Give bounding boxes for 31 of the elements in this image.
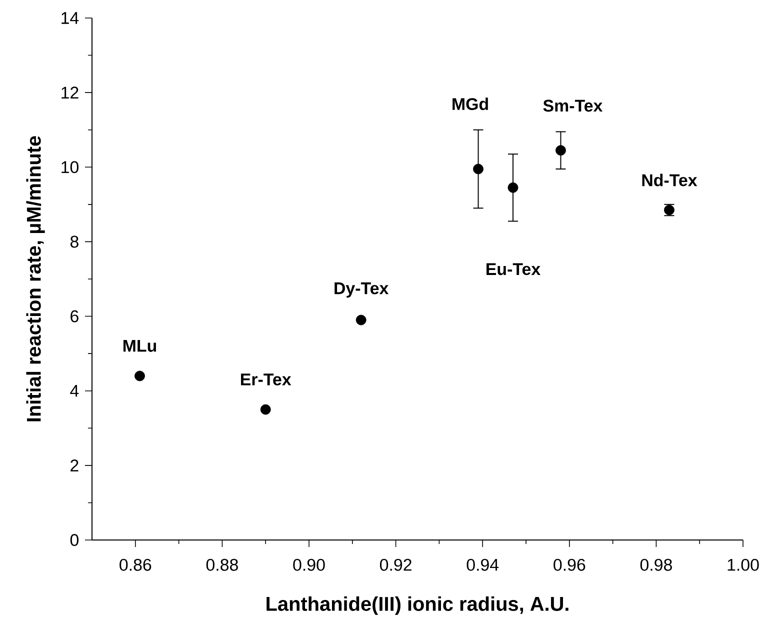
point (134, 370, 145, 382)
annotation: Eu-Tex (486, 263, 540, 276)
annotation: MLu (123, 340, 156, 352)
x-tick-label: 1.00 (728, 558, 759, 571)
y-tick-label: 2 (70, 460, 78, 472)
x-tick-label: 0.90 (293, 558, 325, 571)
annotation: Sm-Tex (543, 100, 603, 112)
x-tick-label: 0.96 (554, 558, 586, 571)
y-tick-label: 4 (70, 385, 79, 397)
y-tick-label: 10 (62, 161, 78, 174)
y-axis-title: Initial reaction rate, µM/minute (26, 136, 45, 422)
y-tick-label: 8 (70, 236, 78, 248)
point (508, 182, 518, 193)
point (260, 404, 271, 415)
x-tick-label: 0.94 (466, 558, 499, 571)
y-tick-label: 14 (62, 12, 79, 24)
y-tick-label: 0 (70, 534, 78, 546)
x-tick-label: 0.88 (206, 558, 238, 571)
point (556, 145, 566, 156)
point (473, 164, 484, 174)
y-tick-label: 6 (70, 310, 78, 322)
x-tick-label: 0.98 (640, 558, 672, 571)
x-tick-label: 0.92 (380, 558, 412, 571)
annotation: Dy-Tex (334, 282, 389, 298)
x-axis-title: Lanthanide(III) ionic radius, A.U. (266, 596, 568, 615)
point (356, 314, 366, 326)
annotation: Nd-Tex (642, 174, 698, 186)
annotation: MGd (452, 98, 488, 110)
x-tick-label: 0.86 (120, 558, 152, 571)
y-tick-label: 12 (62, 86, 78, 98)
annotation: Er-Tex (241, 374, 292, 386)
